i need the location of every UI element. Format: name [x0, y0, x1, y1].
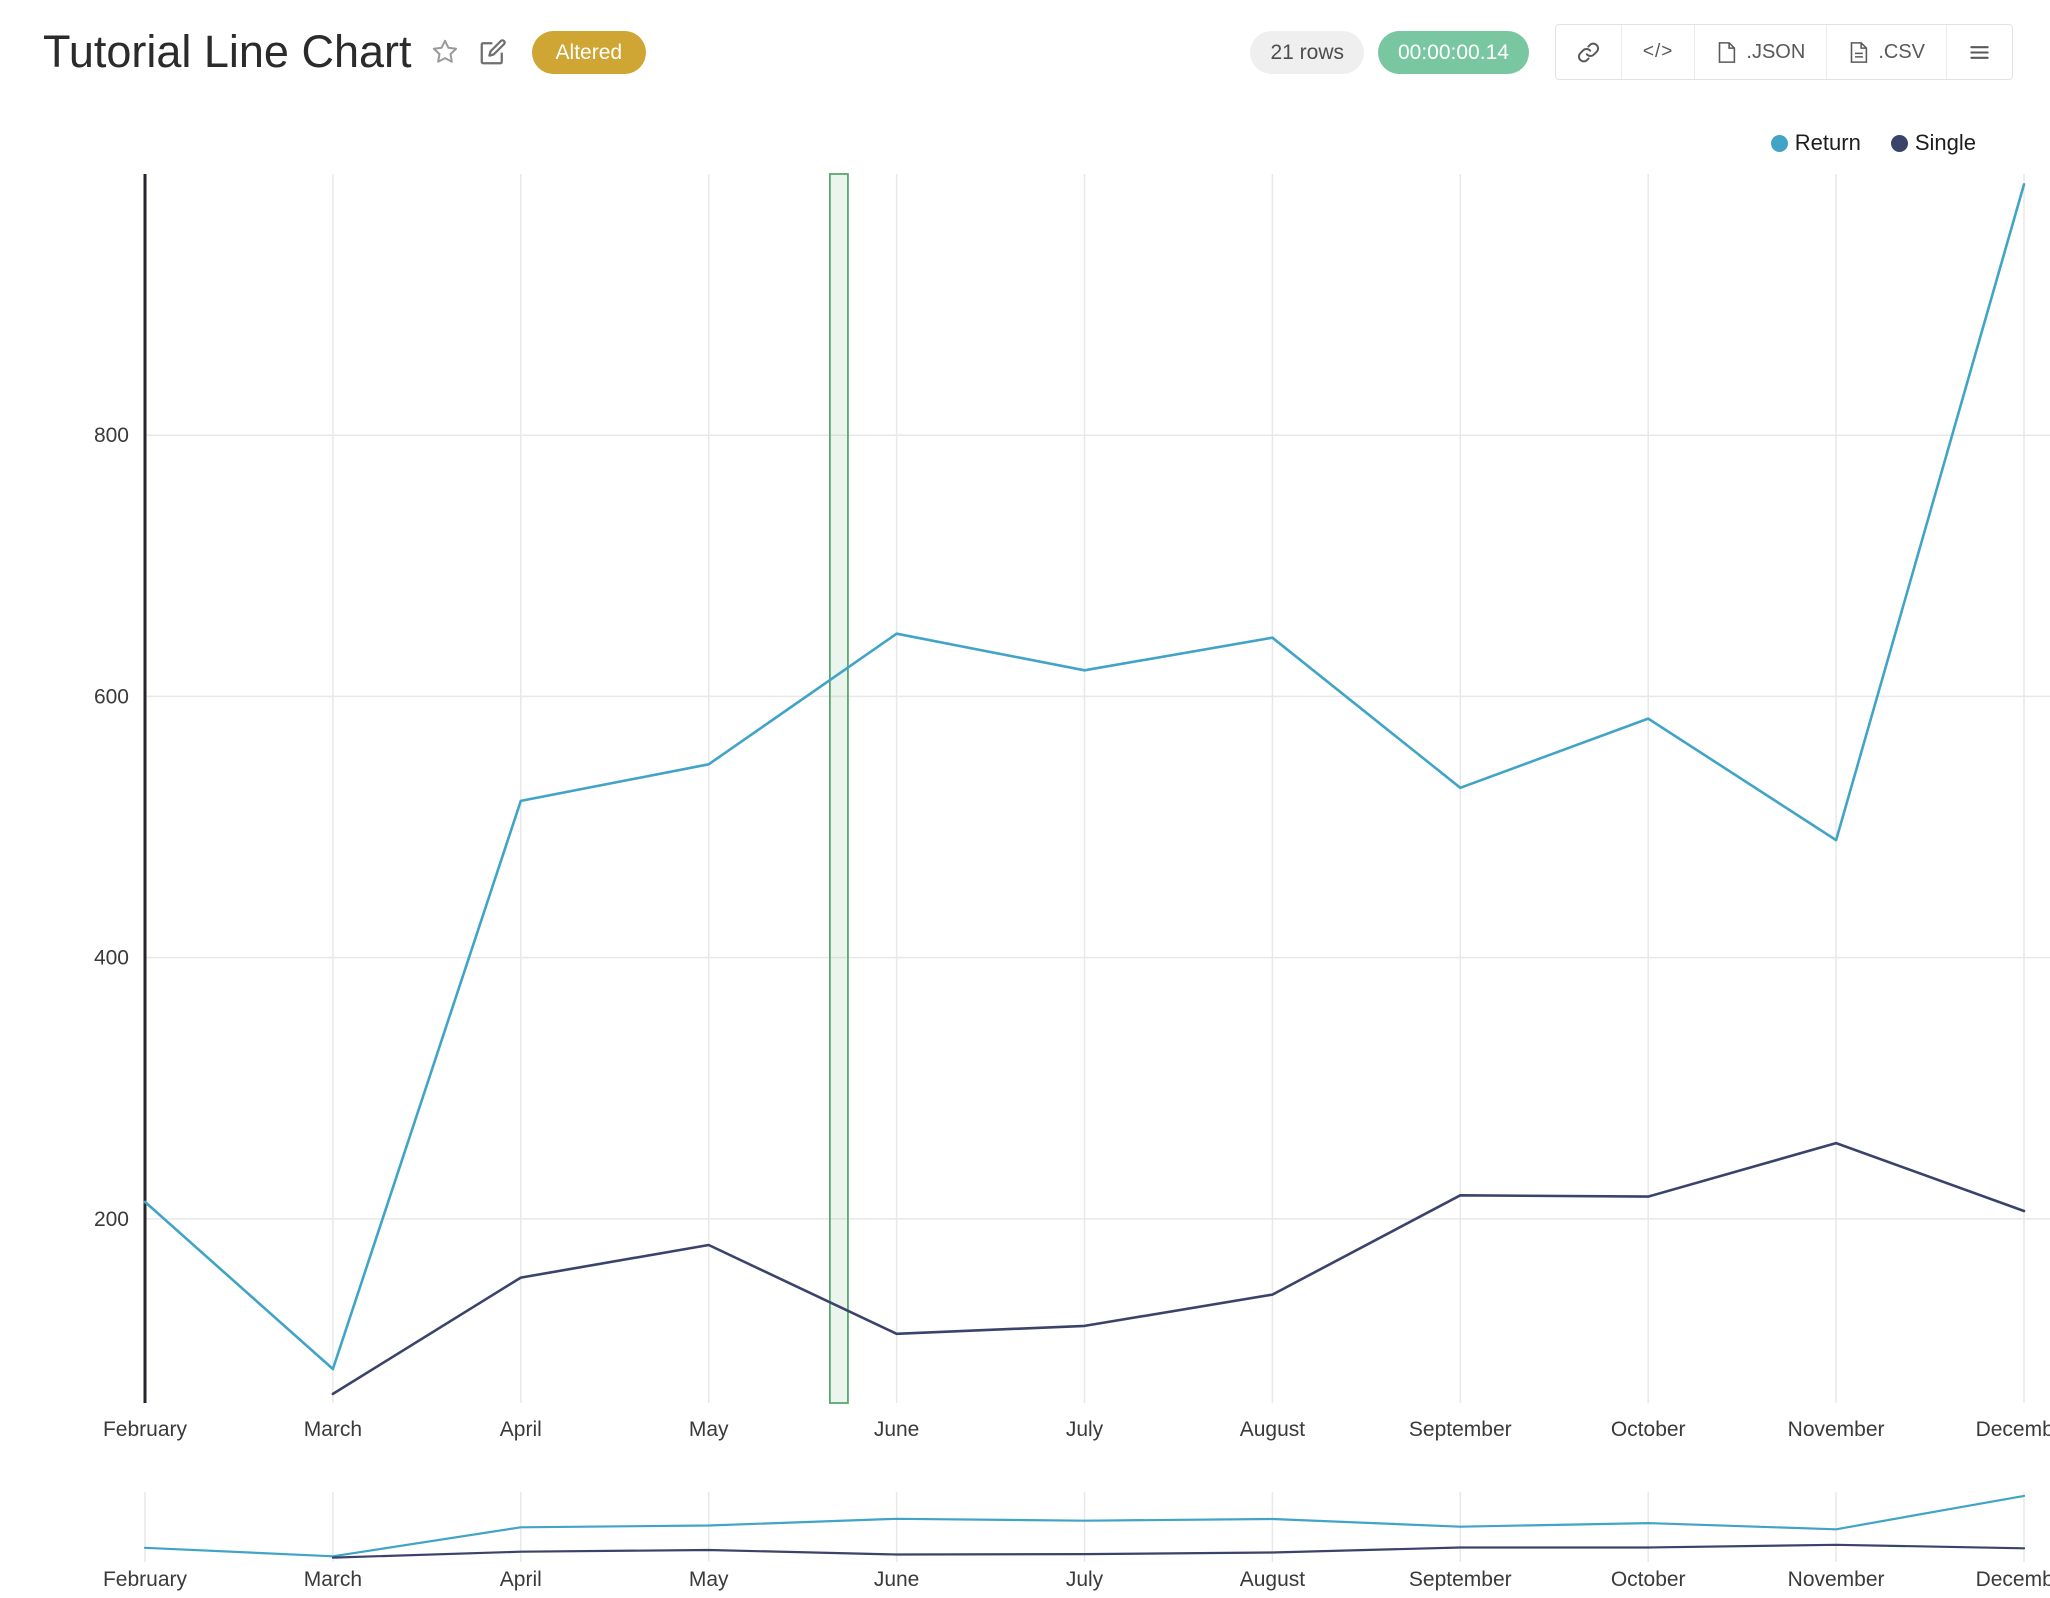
json-file-icon — [1719, 41, 1736, 63]
x-axis-label: May — [689, 1568, 729, 1591]
x-axis-label: March — [304, 1418, 362, 1441]
download-csv-button[interactable]: .CSV — [1826, 25, 1946, 79]
x-axis-label: February — [103, 1418, 188, 1441]
series-line-single[interactable] — [331, 1543, 2026, 1559]
x-axis-label: February — [103, 1568, 188, 1591]
row-count-badge: 21 rows — [1250, 30, 1364, 74]
star-icon — [432, 39, 457, 63]
y-tick-label: 200 — [94, 1208, 129, 1231]
header-right: 21 rows 00:00:00.14 </> .JSON — [1250, 24, 2013, 80]
csv-label: .CSV — [1878, 40, 1925, 63]
menu-button[interactable] — [1946, 25, 2012, 79]
widget-header: Tutorial Line Chart Altered 21 rows 00:0… — [43, 22, 2013, 82]
x-axis-label: November — [1788, 1568, 1885, 1591]
edit-pencil-icon — [480, 39, 506, 65]
series-line-return[interactable] — [143, 1494, 2026, 1558]
legend-label: Return — [1794, 130, 1861, 155]
x-axis-label: October — [1611, 1418, 1686, 1441]
series-line-return[interactable] — [143, 183, 2026, 1371]
edit-name-button[interactable] — [478, 37, 508, 67]
x-axis-label: July — [1066, 1568, 1104, 1591]
selection-band[interactable] — [828, 173, 849, 1404]
x-axis-label: June — [874, 1418, 920, 1441]
x-axis-label: April — [500, 1568, 542, 1591]
x-axis-label: August — [1240, 1568, 1306, 1591]
execution-time-badge: 00:00:00.14 — [1377, 30, 1529, 74]
download-json-button[interactable]: .JSON — [1694, 25, 1827, 79]
x-axis-label: July — [1066, 1418, 1104, 1441]
legend-item-return[interactable]: Return — [1770, 130, 1861, 156]
series-line-single[interactable] — [331, 1141, 2026, 1396]
x-axis-label: December — [1976, 1418, 2050, 1441]
csv-file-icon — [1851, 41, 1868, 63]
embed-button[interactable]: </> — [1620, 25, 1695, 79]
x-axis-label: May — [689, 1418, 729, 1441]
x-axis-label: March — [304, 1568, 362, 1591]
status-badge: Altered — [531, 30, 647, 74]
legend-item-single[interactable]: Single — [1890, 130, 1976, 156]
favorite-star-icon[interactable] — [430, 37, 460, 67]
legend-dot-icon — [1890, 134, 1908, 152]
x-axis-label: December — [1976, 1568, 2050, 1591]
x-axis-label: August — [1240, 1418, 1306, 1441]
main-chart[interactable]: 200 400 600 800 February March April May June Jul… — [94, 173, 2050, 1441]
x-axis-label: November — [1788, 1418, 1885, 1441]
share-link-button[interactable] — [1555, 25, 1621, 79]
json-label: .JSON — [1746, 40, 1806, 63]
link-icon — [1577, 42, 1599, 62]
y-tick-label: 800 — [94, 424, 129, 447]
y-tick-label: 400 — [94, 947, 129, 970]
legend: Return Single — [1770, 130, 1976, 156]
page-title: Tutorial Line Chart — [43, 26, 412, 77]
x-axis-label: June — [874, 1568, 920, 1591]
header-left: Tutorial Line Chart Altered — [43, 26, 647, 78]
hamburger-menu-icon — [1970, 45, 1989, 59]
code-icon: </> — [1642, 41, 1674, 62]
x-axis-label: April — [500, 1418, 542, 1441]
legend-dot-icon — [1770, 134, 1788, 152]
mini-range-chart[interactable]: February March April May June July August Septe… — [103, 1492, 2050, 1591]
x-axis-label: September — [1409, 1568, 1512, 1591]
legend-label: Single — [1914, 130, 1976, 155]
y-tick-label: 600 — [94, 685, 129, 708]
export-toolbar: </> .JSON .CSV — [1554, 24, 2013, 80]
x-axis-label: October — [1611, 1568, 1686, 1591]
x-axis-label: September — [1409, 1418, 1512, 1441]
